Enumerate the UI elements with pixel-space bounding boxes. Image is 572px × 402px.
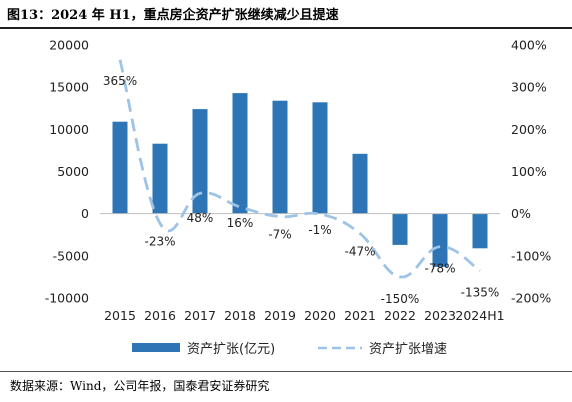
right-tick-label: 400% (511, 38, 547, 53)
x-axis-ticks: 2015 2016 2017 2018 2019 2020 2021 2022 2023 2024… (104, 308, 504, 323)
x-tick-label: 2017 (184, 308, 216, 323)
legend-line-label: 资产扩张增速 (369, 342, 447, 357)
rate-data-label: -7% (268, 228, 291, 242)
rate-data-labels: 365% -23% 48% 16% -7% -1% -47% -150% -78% -135% (103, 74, 499, 306)
bar-2019 (272, 100, 288, 214)
bar-2017 (192, 109, 208, 214)
rate-data-label: -47% (344, 245, 375, 259)
left-axis-ticks: 20000 15000 10000 5000 0 -5000 -10000 (45, 38, 89, 306)
legend: 资产扩张(亿元) 资产扩张增速 (132, 342, 447, 357)
x-tick-label: 2023 (424, 308, 456, 323)
left-tick-label: 15000 (49, 80, 89, 95)
x-tick-label: 2024H1 (455, 308, 504, 323)
figure-title: 图13：2024 年 H1，重点房企资产扩张继续减少且提速 (7, 8, 339, 23)
source-rule (0, 371, 572, 372)
bar-2020 (312, 102, 328, 214)
bar-2021 (352, 153, 368, 214)
bar-2022 (392, 213, 408, 245)
bar-2016 (152, 143, 168, 214)
left-tick-label: 5000 (57, 164, 89, 179)
x-tick-label: 2020 (304, 308, 336, 323)
left-tick-label: 10000 (49, 122, 89, 137)
rate-data-label: -23% (144, 234, 175, 248)
x-tick-label: 2022 (384, 308, 416, 323)
x-tick-label: 2021 (344, 308, 376, 323)
bar-series (112, 93, 488, 267)
right-tick-label: 0% (511, 206, 531, 221)
rate-series-line (118, 59, 481, 279)
legend-bar-label: 资产扩张(亿元) (187, 342, 275, 357)
left-tick-label: -5000 (53, 248, 89, 263)
bar-2015 (112, 121, 128, 214)
left-tick-label: 0 (81, 206, 89, 221)
rate-data-label: -78% (424, 262, 455, 276)
right-axis-ticks: 400% 300% 200% 100% 0% -100% -200% (511, 38, 551, 306)
legend-bar-swatch (132, 343, 180, 352)
bar-2018 (232, 93, 248, 214)
x-tick-label: 2016 (144, 308, 176, 323)
source-note: 数据来源：Wind，公司年报，国泰君安证券研究 (10, 379, 270, 393)
right-tick-label: -100% (511, 248, 551, 263)
right-tick-label: 100% (511, 164, 547, 179)
rate-data-label: 16% (227, 216, 254, 230)
rate-data-label: 365% (103, 74, 137, 88)
right-tick-label: 300% (511, 80, 547, 95)
x-tick-label: 2018 (224, 308, 256, 323)
bar-2024H1 (472, 213, 488, 249)
left-tick-label: 20000 (49, 38, 89, 53)
right-tick-label: 200% (511, 122, 547, 137)
rate-data-label: 48% (187, 211, 214, 225)
x-tick-label: 2019 (264, 308, 296, 323)
rate-data-label: -150% (381, 292, 420, 306)
title-rule (0, 27, 572, 29)
rate-data-label: -135% (461, 286, 500, 300)
x-tick-label: 2015 (104, 308, 136, 323)
right-tick-label: -200% (511, 291, 551, 306)
left-tick-label: -10000 (45, 291, 89, 306)
bar-2023 (432, 213, 448, 267)
rate-data-label: -1% (308, 223, 331, 237)
